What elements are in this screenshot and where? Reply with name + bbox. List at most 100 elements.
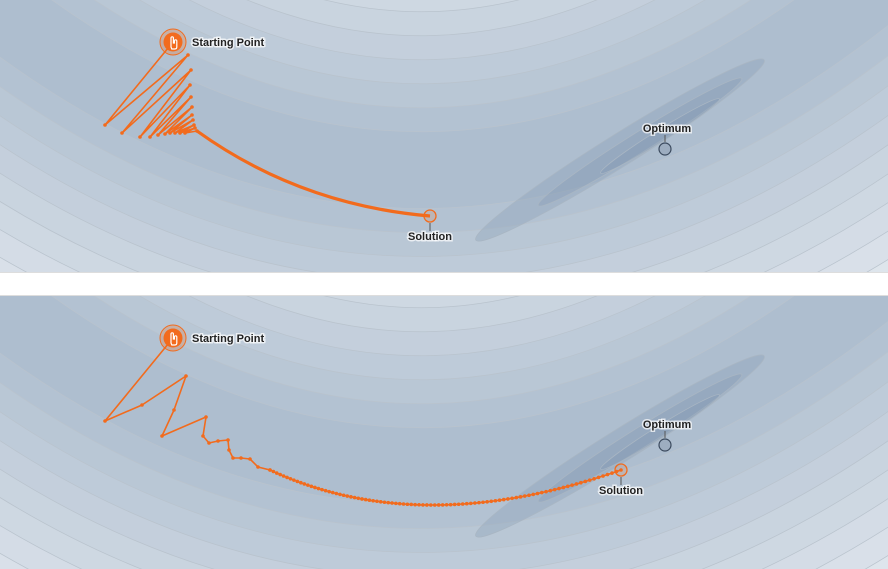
step-dot — [295, 479, 300, 484]
contour-core — [475, 58, 765, 242]
solution-marker — [423, 209, 437, 223]
step-dot — [579, 480, 583, 485]
step-dot — [531, 492, 536, 497]
step-dot — [204, 415, 208, 419]
step-dot — [360, 497, 364, 501]
step-dot — [535, 491, 540, 496]
step-dot — [292, 478, 296, 482]
step-dot — [432, 503, 437, 507]
step-dot — [306, 483, 310, 487]
optimum-marker — [658, 438, 672, 452]
panel: Starting Point Solution Optimum — [0, 0, 888, 272]
step-dot — [156, 133, 160, 137]
step-dot — [178, 131, 182, 135]
step-dot — [440, 503, 445, 507]
step-dot — [316, 486, 321, 491]
step-dot — [485, 499, 489, 504]
step-dot — [278, 472, 282, 477]
step-dot — [539, 490, 544, 495]
step-dot — [371, 498, 375, 503]
optimum-label: Optimum — [643, 419, 691, 431]
solution-label: Solution — [408, 231, 452, 243]
step-dot — [327, 489, 331, 494]
step-dot — [552, 487, 557, 492]
step-dot — [397, 501, 402, 506]
step-dot — [596, 475, 601, 480]
step-dot — [421, 503, 425, 507]
step-dot — [386, 500, 391, 505]
step-dot — [527, 493, 531, 498]
step-dot — [574, 482, 579, 486]
step-dot — [352, 495, 357, 500]
step-dot — [192, 123, 196, 127]
step-dot — [248, 457, 252, 461]
step-dot — [356, 496, 361, 501]
step-dot — [561, 485, 566, 490]
step-dot — [601, 474, 605, 478]
step-dot — [413, 502, 417, 507]
step-dot — [341, 493, 346, 498]
step-dot — [274, 471, 279, 475]
step-dot — [382, 500, 387, 505]
step-dot — [481, 500, 485, 505]
step-dot — [557, 486, 561, 491]
step-dot — [394, 501, 398, 506]
step-dot — [510, 496, 514, 501]
step-dot — [193, 126, 197, 130]
step-dot — [172, 408, 176, 412]
step-dot — [226, 438, 230, 442]
hand-icon — [170, 36, 178, 50]
step-dot — [425, 503, 429, 507]
step-dot — [587, 478, 592, 482]
step-dot — [409, 502, 414, 507]
start-label: Starting Point — [192, 37, 264, 49]
step-dot — [489, 499, 494, 504]
step-dot — [160, 434, 164, 438]
trajectory — [196, 129, 431, 218]
step-dot — [583, 479, 588, 484]
step-dot — [190, 105, 194, 109]
step-dot — [464, 501, 469, 506]
step-dot — [140, 403, 144, 407]
step-dot — [456, 502, 461, 507]
step-dot — [506, 497, 510, 501]
step-dot — [120, 131, 124, 135]
contour-core — [600, 394, 720, 470]
step-dot — [173, 131, 177, 135]
step-dot — [190, 113, 194, 117]
step-dot — [256, 465, 260, 469]
step-dot — [207, 441, 211, 445]
step-dot — [570, 483, 574, 487]
step-dot — [390, 501, 394, 505]
step-dot — [163, 132, 167, 136]
step-dot — [313, 485, 317, 490]
step-dot — [334, 491, 339, 496]
step-dot — [436, 503, 441, 507]
step-dot — [548, 488, 553, 493]
step-dot — [417, 502, 421, 507]
step-dot — [138, 135, 142, 139]
step-dot — [201, 434, 205, 438]
step-dot — [168, 131, 172, 135]
step-dot — [460, 502, 465, 506]
step-dot — [239, 456, 243, 460]
step-dot — [189, 68, 193, 72]
step-dot — [309, 484, 314, 489]
step-dot — [302, 482, 307, 486]
hand-icon — [170, 332, 178, 346]
step-dot — [216, 439, 220, 443]
step-dot — [103, 419, 107, 423]
step-dot — [285, 475, 289, 480]
trajectory — [104, 337, 622, 506]
step-dot — [473, 501, 477, 505]
step-dot — [565, 484, 570, 489]
step-dot — [401, 502, 406, 506]
step-dot — [323, 488, 328, 493]
step-dot — [605, 472, 610, 477]
step-dot — [405, 502, 410, 507]
solution-marker — [614, 463, 628, 477]
start-label: Starting Point — [192, 333, 264, 345]
solution-label: Solution — [599, 485, 643, 497]
